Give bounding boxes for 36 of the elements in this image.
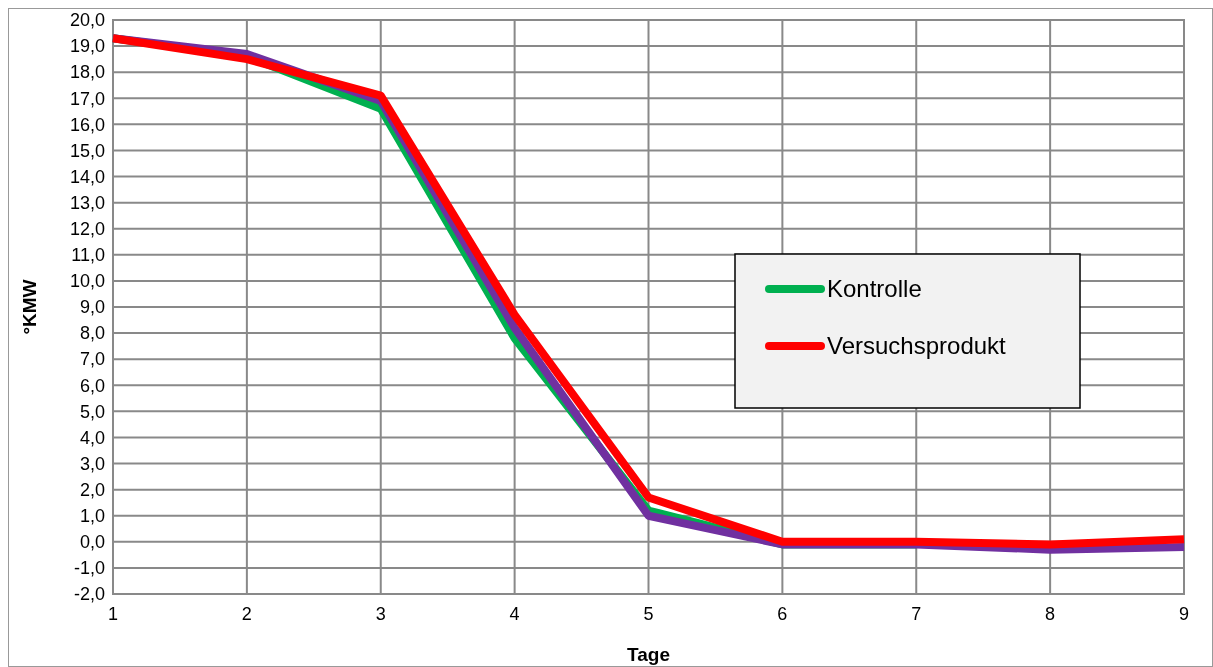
x-tick-label: 4	[509, 604, 520, 624]
x-tick-label: 9	[1178, 604, 1190, 624]
x-tick-label: 1	[107, 604, 119, 624]
x-tick-label: 5	[643, 604, 654, 624]
x-tick-label: 3	[375, 604, 386, 624]
y-tick-label: 14,0	[69, 166, 105, 187]
y-tick-label: 16,0	[69, 114, 105, 135]
legend-label: Versuchsprodukt	[827, 332, 1007, 360]
x-tick-label: 8	[1045, 604, 1056, 624]
y-tick-label: 18,0	[69, 62, 105, 83]
y-tick-label: 8,0	[79, 323, 105, 344]
y-tick-label: -1,0	[73, 558, 105, 579]
y-tick-label: -2,0	[73, 584, 105, 605]
y-tick-label: 11,0	[71, 245, 105, 266]
y-tick-label: 6,0	[79, 375, 105, 396]
y-tick-label: 15,0	[69, 140, 105, 161]
legend-label: Kontrolle	[827, 275, 922, 303]
y-tick-label: 2,0	[79, 479, 105, 500]
y-tick-label: 1,0	[79, 506, 105, 527]
x-tick-label: 6	[777, 604, 788, 624]
y-tick-label: 13,0	[69, 192, 105, 213]
x-tick-label: 7	[911, 604, 922, 624]
y-tick-label: 9,0	[79, 297, 105, 318]
y-axis-title: °KMW	[19, 279, 40, 335]
y-tick-label: 3,0	[79, 453, 105, 474]
y-tick-label: 20,0	[69, 10, 105, 31]
y-tick-label: 7,0	[79, 349, 105, 370]
y-tick-label: 5,0	[79, 401, 105, 422]
x-axis-title: Tage	[627, 644, 670, 665]
y-tick-label: 4,0	[79, 427, 105, 448]
y-tick-label: 10,0	[69, 271, 105, 292]
y-tick-label: 19,0	[69, 36, 105, 57]
y-tick-label: 17,0	[69, 88, 105, 109]
x-tick-label: 2	[241, 604, 252, 624]
y-tick-label: 0,0	[79, 532, 105, 553]
y-tick-label: 12,0	[69, 219, 105, 240]
